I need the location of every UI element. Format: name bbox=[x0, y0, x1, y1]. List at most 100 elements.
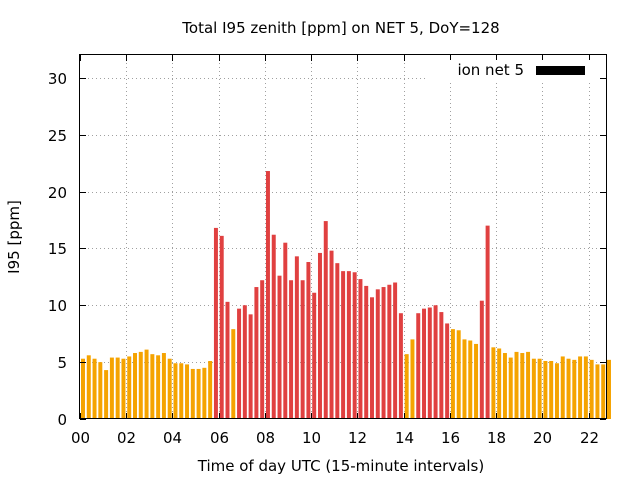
bar bbox=[520, 353, 525, 419]
bar bbox=[98, 362, 103, 420]
x-axis-label: Time of day UTC (15-minute intervals) bbox=[197, 457, 484, 475]
bar bbox=[190, 368, 195, 419]
y-tick-label: 30 bbox=[48, 70, 67, 88]
bar bbox=[508, 357, 513, 419]
bar bbox=[566, 358, 571, 419]
bar bbox=[352, 272, 357, 419]
bar bbox=[549, 360, 554, 419]
bar bbox=[554, 363, 559, 419]
bar bbox=[341, 271, 346, 420]
bar bbox=[104, 370, 109, 419]
bar bbox=[589, 359, 594, 419]
bar bbox=[127, 356, 132, 419]
bar bbox=[607, 359, 611, 419]
x-tick-label: 16 bbox=[441, 429, 460, 447]
bar bbox=[329, 250, 334, 419]
legend-swatch bbox=[536, 66, 585, 75]
bar bbox=[462, 339, 467, 420]
bar bbox=[202, 367, 207, 419]
bar bbox=[468, 340, 473, 419]
bar bbox=[364, 285, 369, 419]
bar bbox=[601, 364, 606, 419]
bar bbox=[491, 347, 496, 419]
legend-label: ion net 5 bbox=[457, 61, 524, 79]
y-tick-label: 20 bbox=[48, 184, 67, 202]
bar bbox=[92, 358, 97, 419]
bar bbox=[479, 300, 484, 419]
bar bbox=[260, 280, 265, 419]
bar bbox=[358, 279, 363, 419]
bar bbox=[422, 308, 427, 419]
bar bbox=[86, 355, 91, 419]
legend-background bbox=[428, 60, 600, 82]
bar bbox=[335, 263, 340, 419]
bar bbox=[237, 308, 242, 419]
y-tick-label: 0 bbox=[57, 411, 67, 429]
bar bbox=[485, 225, 490, 420]
bar bbox=[312, 292, 317, 419]
bar bbox=[306, 262, 311, 419]
bar bbox=[271, 234, 276, 419]
bar bbox=[433, 305, 438, 419]
bar bbox=[219, 235, 224, 419]
bar bbox=[283, 242, 288, 419]
bar bbox=[595, 364, 600, 419]
bar bbox=[300, 280, 305, 419]
bar bbox=[81, 358, 85, 419]
x-tick-label: 00 bbox=[71, 429, 90, 447]
bar bbox=[531, 358, 536, 419]
bar bbox=[410, 339, 415, 420]
bar bbox=[450, 329, 455, 419]
bar bbox=[144, 349, 149, 419]
bar bbox=[248, 314, 253, 419]
bar bbox=[387, 284, 392, 419]
bar bbox=[213, 227, 218, 419]
bar bbox=[208, 360, 213, 419]
y-tick-labels: 0 5 10 15 20 25 30 bbox=[48, 70, 67, 429]
x-tick-labels: 00 02 04 06 08 10 12 14 16 18 20 22 bbox=[71, 429, 599, 447]
x-tick-label: 22 bbox=[580, 429, 599, 447]
bar bbox=[404, 354, 409, 419]
bar bbox=[156, 355, 161, 419]
bar bbox=[578, 356, 583, 419]
bar bbox=[225, 301, 230, 419]
bar bbox=[381, 287, 386, 419]
chart-title: Total I95 zenith [ppm] on NET 5, DoY=128 bbox=[181, 19, 499, 37]
plot-frame bbox=[79, 54, 607, 419]
x-tick-label: 02 bbox=[117, 429, 136, 447]
x-tick-label: 14 bbox=[395, 429, 414, 447]
bar bbox=[133, 353, 137, 419]
grid bbox=[80, 55, 606, 419]
x-tick-label: 20 bbox=[533, 429, 552, 447]
bar bbox=[254, 287, 259, 419]
x-tick-label: 12 bbox=[348, 429, 367, 447]
y-tick-label: 5 bbox=[57, 354, 67, 372]
bar bbox=[138, 351, 143, 419]
bar bbox=[456, 330, 461, 419]
y-tick-label: 15 bbox=[48, 240, 67, 258]
bar bbox=[242, 305, 247, 419]
bar bbox=[416, 313, 421, 419]
legend: ion net 5 bbox=[428, 60, 600, 82]
bar bbox=[173, 363, 178, 419]
bar bbox=[179, 363, 184, 419]
y-axis-label: I95 [ppm] bbox=[5, 200, 23, 274]
x-tick-label: 10 bbox=[302, 429, 321, 447]
bar bbox=[196, 368, 201, 419]
bars bbox=[81, 171, 611, 420]
bar bbox=[427, 307, 432, 419]
x-tick-label: 06 bbox=[210, 429, 229, 447]
bar bbox=[323, 221, 328, 419]
x-tick-label: 04 bbox=[163, 429, 182, 447]
bar bbox=[161, 353, 166, 419]
bar bbox=[277, 275, 282, 419]
bar bbox=[231, 329, 236, 419]
bar bbox=[560, 356, 565, 419]
bar bbox=[150, 354, 155, 419]
bar bbox=[583, 356, 588, 419]
bar bbox=[543, 360, 548, 419]
bar bbox=[121, 358, 126, 419]
bar bbox=[346, 271, 351, 420]
bar bbox=[109, 357, 114, 419]
y-tick-label: 10 bbox=[48, 297, 67, 315]
